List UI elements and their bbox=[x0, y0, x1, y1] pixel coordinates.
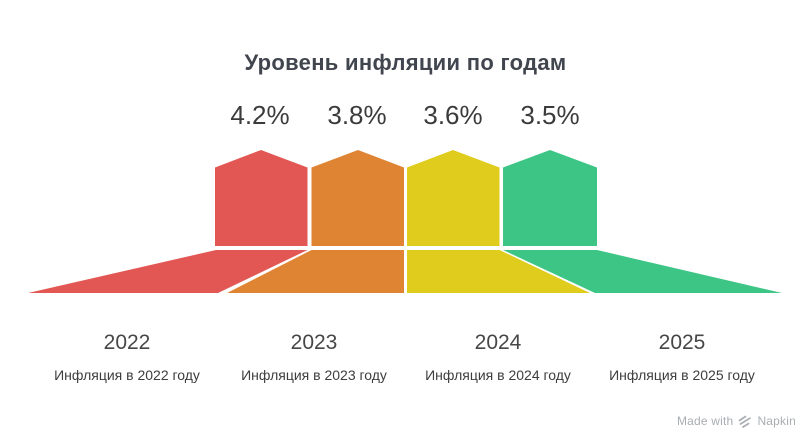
value-label-2022: 4.2% bbox=[230, 100, 290, 130]
category-label-2023: 2023 bbox=[290, 331, 338, 354]
floor-2025 bbox=[503, 250, 782, 293]
pentagon-2024 bbox=[407, 150, 500, 246]
category-2025: 2025 Инфляция в 2025 году bbox=[609, 331, 755, 382]
category-caption-2023: Инфляция в 2023 году bbox=[241, 367, 387, 384]
category-label-2024: 2024 bbox=[474, 331, 522, 354]
category-caption-2024: Инфляция в 2024 году bbox=[425, 367, 571, 384]
category-label-2022: 2022 bbox=[103, 331, 151, 354]
napkin-logo-icon bbox=[739, 415, 752, 428]
floor-2022 bbox=[28, 250, 308, 293]
category-label-2025: 2025 bbox=[658, 331, 706, 354]
floor-2024 bbox=[407, 250, 590, 293]
pentagon-2022 bbox=[215, 150, 308, 246]
pentagon-2025 bbox=[503, 150, 597, 246]
watermark-brand: Napkin bbox=[757, 414, 796, 428]
chart-title: Уровень инфляции по годам bbox=[244, 50, 567, 75]
category-caption-2022: Инфляция в 2022 году bbox=[54, 367, 200, 384]
watermark-text: Made with bbox=[676, 414, 734, 428]
pentagon-2023 bbox=[311, 150, 404, 246]
category-2023: 2023 Инфляция в 2023 году bbox=[241, 331, 387, 382]
floor-2023 bbox=[227, 250, 404, 293]
category-caption-2025: Инфляция в 2025 году bbox=[609, 367, 755, 384]
napkin-watermark[interactable]: Made with Napkin bbox=[677, 411, 796, 431]
category-2024: 2024 Инфляция в 2024 году bbox=[425, 331, 571, 382]
value-label-2025: 3.5% bbox=[520, 100, 580, 130]
category-2022: 2022 Инфляция в 2022 году bbox=[54, 331, 200, 382]
value-label-2024: 3.6% bbox=[423, 100, 483, 130]
value-label-2023: 3.8% bbox=[327, 100, 387, 130]
